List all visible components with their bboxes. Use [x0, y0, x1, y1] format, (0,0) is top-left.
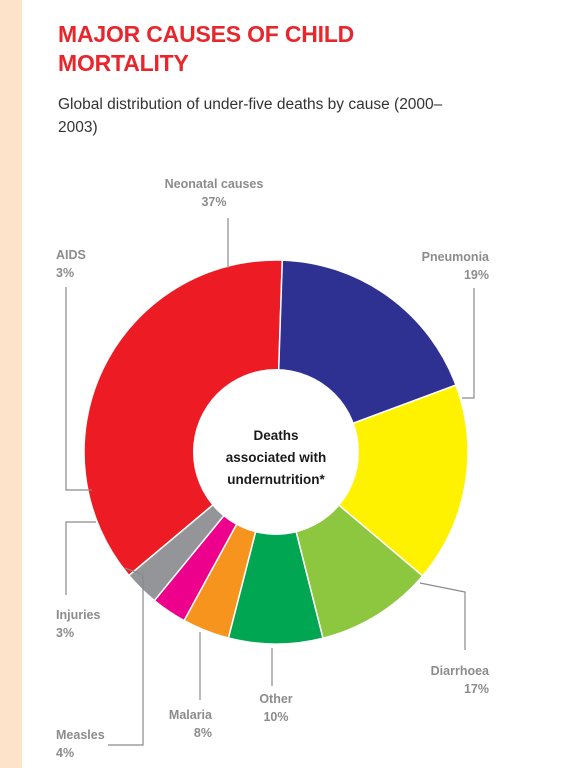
donut-hole — [193, 369, 359, 535]
slice-malaria — [227, 451, 324, 645]
slice-label-pneumonia: Pneumonia — [422, 250, 490, 264]
leader-line-aids — [65, 287, 92, 491]
slice-label-neonatal-causes: Neonatal causes — [165, 177, 264, 191]
center-label-line-3: undernutrition* — [227, 472, 325, 487]
slice-label-other: Other — [259, 692, 292, 706]
slice-value-neonatal-causes: 37% — [201, 195, 226, 209]
chart-subtitle: Global distribution of under-five deaths… — [58, 96, 443, 136]
leader-line-diarrhoea — [419, 582, 466, 650]
slice-value-injuries: 3% — [56, 626, 74, 640]
slice-value-aids: 3% — [56, 266, 74, 280]
slice-label-malaria: Malaria — [169, 708, 213, 722]
leader-line-measles — [108, 567, 144, 746]
center-label-line-2: associated with — [226, 450, 327, 465]
leader-line-pneumonia — [462, 288, 475, 399]
center-label-line-1: Deaths — [253, 428, 298, 443]
chart-title: MAJOR CAUSES OF CHILD MORTALITY — [58, 21, 355, 76]
slice-neonatal-causes — [83, 259, 284, 577]
slice-value-diarrhoea: 17% — [464, 682, 489, 696]
slice-label-aids: AIDS — [56, 248, 86, 262]
slice-label-injuries: Injuries — [56, 608, 101, 622]
slice-diarrhoea — [274, 384, 469, 577]
slice-value-measles: 4% — [56, 746, 74, 760]
slice-label-diarrhoea: Diarrhoea — [431, 664, 490, 678]
slice-value-pneumonia: 19% — [464, 268, 489, 282]
leader-line-injuries — [65, 521, 96, 595]
slice-value-malaria: 8% — [194, 726, 212, 740]
slice-label-measles: Measles — [56, 728, 105, 742]
slice-value-other: 10% — [263, 710, 288, 724]
